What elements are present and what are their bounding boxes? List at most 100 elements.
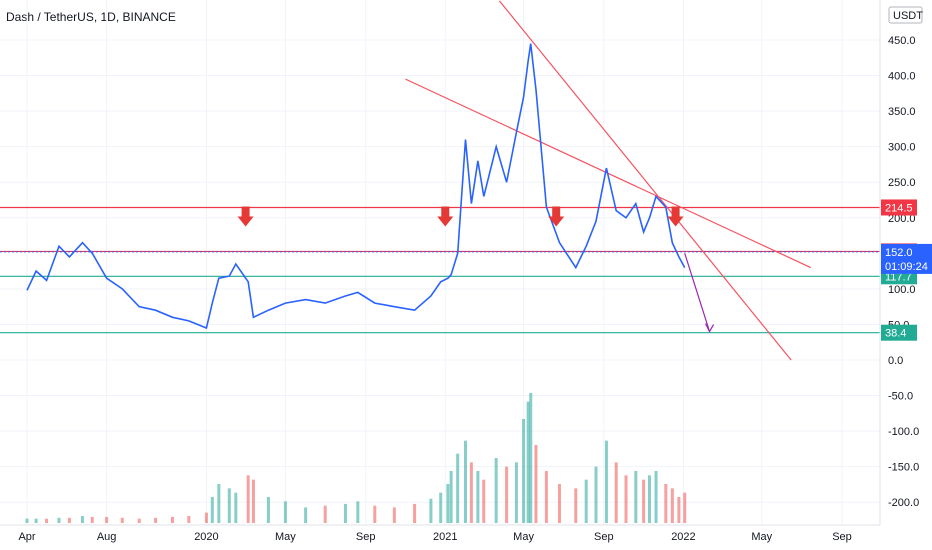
volume-bar — [514, 462, 518, 523]
volume-bar — [456, 453, 460, 523]
volume-bar — [251, 479, 255, 523]
volume-bar — [204, 512, 208, 523]
level-tag — [881, 199, 917, 216]
y-tick-label: -200.0 — [888, 497, 919, 509]
volume-bar — [171, 516, 175, 523]
chart-title: Dash / TetherUS, 1D, BINANCE — [6, 10, 176, 24]
volume-bar — [80, 516, 84, 523]
volume-bar — [429, 498, 433, 523]
volume-bar — [642, 479, 646, 523]
volume-bar — [446, 484, 450, 523]
volume-bar — [664, 484, 668, 523]
y-tick-label: 350.0 — [888, 106, 916, 118]
volume-bar — [544, 471, 548, 523]
down-arrow-icon — [548, 206, 565, 227]
volume-bar — [463, 440, 467, 523]
projection-arrowhead-icon — [705, 323, 715, 333]
projection-arrow — [684, 253, 715, 333]
x-tick-label: Sep — [832, 531, 852, 543]
x-tick-label: Sep — [356, 531, 376, 543]
x-tick-label: 2020 — [194, 531, 218, 543]
volume-bar — [323, 505, 327, 523]
volume-bar — [677, 497, 681, 523]
x-tick-label: May — [751, 531, 772, 543]
volume-bar — [482, 479, 486, 523]
y-tick-label: -50.0 — [888, 391, 913, 403]
trend-line — [498, 0, 792, 361]
volume-bar — [624, 475, 628, 523]
volume-bar — [154, 517, 158, 523]
trend-lines — [405, 0, 811, 361]
currency-badge — [888, 6, 923, 24]
level-tag-label: 38.4 — [885, 328, 906, 340]
y-tick-label: 100.0 — [888, 284, 916, 296]
volume-bar — [266, 497, 270, 523]
grid — [0, 0, 880, 525]
x-tick-label: May — [275, 531, 296, 543]
volume-bar — [67, 517, 71, 523]
volume-bar — [57, 517, 61, 523]
price-axis: 450.0400.0350.0300.0250.0200.0100.050.00… — [879, 0, 923, 525]
volume-bar — [522, 419, 526, 523]
volume-bars — [25, 393, 687, 523]
volume-bar — [105, 516, 109, 523]
volume-bar — [614, 462, 618, 523]
volume-bar — [373, 505, 377, 523]
time-axis: Apr Aug 2020 May Sep 2021 May Sep 2022 May Sep — [0, 524, 880, 543]
x-tick-label: 2021 — [433, 531, 457, 543]
volume-bar — [526, 401, 530, 523]
y-tick-label: 0.0 — [888, 355, 903, 367]
volume-bar — [604, 440, 608, 523]
volume-bar — [683, 492, 687, 523]
volume-bar — [574, 488, 578, 523]
x-tick-label: Sep — [594, 531, 614, 543]
y-tick-label: 450.0 — [888, 35, 916, 47]
level-tag-label: 214.5 — [885, 202, 913, 214]
volume-bar — [356, 501, 360, 523]
volume-bar — [304, 507, 308, 523]
level-tag-label: 117.7 — [885, 271, 912, 283]
x-tick-label: Aug — [97, 531, 117, 543]
volume-bar — [283, 501, 287, 523]
current-price-label: 152.0 — [885, 247, 913, 259]
volume-bar — [227, 488, 231, 523]
countdown-label: 01:09:24 — [885, 261, 928, 273]
down-arrow-icon — [237, 206, 254, 227]
volume-bar — [594, 466, 598, 523]
volume-bar — [246, 475, 250, 523]
volume-bar — [392, 507, 396, 523]
horizontal-levels — [0, 206, 880, 334]
currency-label: USDT — [893, 10, 923, 22]
volume-bar — [494, 458, 498, 523]
volume-bar — [449, 471, 453, 523]
volume-bar — [469, 462, 473, 523]
price-line — [26, 43, 686, 330]
current-price-tag — [881, 243, 932, 274]
volume-bar — [648, 475, 652, 523]
y-tick-label: 250.0 — [888, 177, 916, 189]
volume-bar — [187, 516, 191, 523]
down-arrow-icon — [437, 206, 454, 227]
volume-bar — [234, 492, 238, 523]
level-tag — [881, 324, 917, 341]
volume-bar — [45, 518, 49, 523]
x-tick-label: 2022 — [671, 531, 695, 543]
volume-bar — [529, 393, 533, 523]
down-arrow-icon — [667, 206, 684, 227]
volume-bar — [634, 471, 638, 523]
volume-bar — [670, 488, 674, 523]
volume-bar — [534, 445, 538, 523]
projection-line — [684, 253, 711, 332]
volume-bar — [343, 503, 347, 523]
volume-bar — [90, 516, 94, 523]
x-tick-label: May — [513, 531, 534, 543]
y-tick-label: 200.0 — [888, 213, 916, 225]
volume-bar — [654, 471, 658, 523]
y-tick-label: 300.0 — [888, 142, 916, 154]
y-tick-label: -100.0 — [888, 426, 919, 438]
volume-bar — [210, 497, 214, 523]
y-tick-label: 400.0 — [888, 71, 916, 83]
volume-bar — [34, 518, 38, 523]
